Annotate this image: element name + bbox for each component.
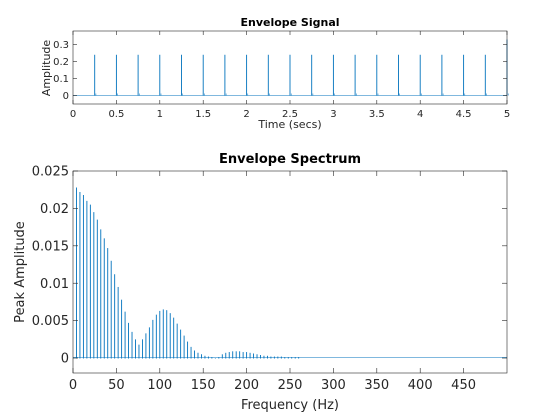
envelope-signal-x-ticks: 0 0.5 1 1.5 2 2.5 3 3.5 4 4.5 5	[70, 31, 510, 120]
envelope-signal-x-label: Time (secs)	[257, 118, 321, 131]
envelope-signal-x-tick-label: 3	[330, 109, 336, 120]
envelope-signal-x-tick-label: 1	[157, 109, 163, 120]
envelope-signal-x-tick-label: 4	[417, 109, 423, 120]
envelope-signal-x-tick-label: 3.5	[369, 109, 385, 120]
envelope-spectrum-y-tick-label: 0	[61, 352, 69, 367]
envelope-spectrum-y-tick-label: 0.015	[32, 239, 69, 254]
envelope-spectrum-x-tick-label: 50	[108, 378, 125, 393]
envelope-spectrum-x-tick-label: 450	[451, 378, 476, 393]
envelope-spectrum-traces	[73, 187, 507, 359]
envelope-signal-x-tick-label: 2.5	[282, 109, 298, 120]
envelope-signal-y-label: Amplitude	[40, 40, 53, 97]
envelope-signal-x-tick-label: 2	[243, 109, 249, 120]
envelope-signal-title: Envelope Signal	[240, 16, 339, 29]
envelope-spectrum-x-ticks: 0 50 100 150 200 250 300 350 400 450	[69, 171, 476, 393]
envelope-signal-y-ticks: 0 0.1 0.2 0.3	[53, 40, 507, 102]
envelope-spectrum-y-tick-label: 0.02	[40, 202, 69, 217]
envelope-spectrum-y-tick-label: 0.025	[32, 165, 69, 180]
envelope-spectrum-x-tick-label: 400	[408, 378, 433, 393]
envelope-spectrum-x-tick-label: 300	[321, 378, 346, 393]
envelope-signal-plot: Envelope Signal 0 0.5 1 1.5 2 2.5 3 3.5 4 4.5 5 00…	[40, 16, 510, 131]
envelope-spectrum-x-tick-label: 150	[191, 378, 216, 393]
envelope-signal-x-tick-label: 0	[70, 109, 76, 120]
envelope-signal-x-tick-label: 1.5	[195, 109, 211, 120]
envelope-spectrum-plot: Envelope Spectrum 0 50 100 150 200 250 300 350 4…	[13, 152, 508, 413]
envelope-spectrum-x-tick-label: 350	[364, 378, 389, 393]
envelope-spectrum-x-tick-label: 100	[147, 378, 172, 393]
envelope-spectrum-y-label: Peak Amplitude	[13, 221, 28, 323]
envelope-signal-y-tick-label: 0.3	[53, 40, 69, 51]
envelope-spectrum-x-tick-label: 200	[234, 378, 259, 393]
envelope-signal-x-tick-label: 0.5	[108, 109, 124, 120]
envelope-spectrum-y-tick-label: 0.01	[40, 277, 69, 292]
envelope-spectrum-x-label: Frequency (Hz)	[241, 398, 339, 413]
envelope-signal-x-tick-label: 5	[504, 109, 510, 120]
envelope-signal-y-tick-label: 0	[63, 91, 69, 102]
envelope-signal-x-tick-label: 4.5	[456, 109, 472, 120]
envelope-spectrum-x-tick-label: 0	[69, 378, 77, 393]
envelope-signal-y-tick-label: 0.1	[53, 74, 69, 85]
envelope-spectrum-y-ticks: 0 0.005 0.01 0.015 0.02 0.025	[32, 165, 507, 367]
envelope-spectrum-title: Envelope Spectrum	[219, 152, 361, 167]
envelope-spectrum-y-tick-label: 0.005	[32, 314, 69, 329]
envelope-signal-y-tick-label: 0.2	[53, 57, 69, 68]
envelope-spectrum-x-tick-label: 250	[278, 378, 303, 393]
